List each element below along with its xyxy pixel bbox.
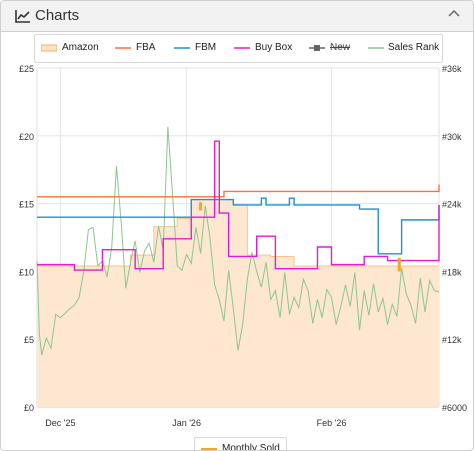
y-left-tick-label: £20 xyxy=(19,132,34,142)
fbm-line xyxy=(37,197,440,255)
y-right-tick-label: #6000 xyxy=(442,403,467,413)
y-right-tick-label: #36k xyxy=(442,64,462,74)
chart-legend: Amazon FBA FBM Buy Box New Sales Rank xyxy=(34,34,443,63)
legend-label: Monthly Sold xyxy=(222,443,280,451)
legend-item-new[interactable]: New xyxy=(309,35,359,62)
y-right-tick-label: #24k xyxy=(442,200,462,210)
legend-label: Buy Box xyxy=(255,42,293,53)
legend-item-amazon[interactable]: Amazon xyxy=(41,35,105,62)
y-right-tick-label: #30k xyxy=(442,132,462,142)
monthly-sold-swatch-icon xyxy=(201,448,217,450)
panel-title: Charts xyxy=(35,7,80,24)
x-tick-label: Jan '26 xyxy=(172,418,201,428)
legend-item-fba[interactable]: FBA xyxy=(115,35,165,62)
y-left-tick-label: £10 xyxy=(19,267,34,277)
fba-line xyxy=(37,184,440,198)
charts-panel-header[interactable]: Charts xyxy=(1,1,473,32)
line-chart-icon xyxy=(15,10,30,23)
fbm-swatch-icon xyxy=(174,47,190,49)
legend-label: FBA xyxy=(136,42,156,53)
amazon-area xyxy=(37,199,439,407)
y-left-tick-label: £0 xyxy=(24,403,34,413)
y-left-tick-label: £15 xyxy=(19,200,34,210)
chart-axes: £0 #6000 £5 #12k £10 #18k £15 #24k £20 #30k £25 #36… xyxy=(19,64,467,428)
amazon-spike xyxy=(397,257,401,272)
y-right-tick-label: #12k xyxy=(442,335,462,345)
y-left-tick-label: £25 xyxy=(19,64,34,74)
buy-box-line xyxy=(37,140,440,271)
y-right-tick-label: #18k xyxy=(442,267,462,277)
legend-label: FBM xyxy=(195,42,217,53)
legend-item-monthly-sold[interactable]: Monthly Sold xyxy=(194,437,287,451)
amazon-swatch-icon xyxy=(41,44,57,52)
fba-swatch-icon xyxy=(115,47,131,49)
sales-rank-swatch-icon xyxy=(368,47,384,49)
x-tick-label: Feb '26 xyxy=(317,418,347,428)
chart-lines xyxy=(36,126,440,356)
legend-label: Sales Rank xyxy=(388,42,440,53)
chevron-up-icon[interactable] xyxy=(447,7,461,21)
legend-item-fbm[interactable]: FBM xyxy=(174,35,224,62)
legend-item-sales-rank[interactable]: Sales Rank xyxy=(368,35,440,62)
legend-item-buy-box[interactable]: Buy Box xyxy=(234,35,298,62)
buy-box-swatch-icon xyxy=(234,47,250,49)
legend-label: Amazon xyxy=(62,42,99,53)
new-swatch-icon xyxy=(309,45,325,51)
y-left-tick-label: £5 xyxy=(24,335,34,345)
legend-label: New xyxy=(330,42,351,53)
chart-spikes xyxy=(199,202,401,272)
x-tick-label: Dec '25 xyxy=(45,418,75,428)
amazon-spike xyxy=(199,202,203,211)
sales-rank-line xyxy=(36,126,440,356)
